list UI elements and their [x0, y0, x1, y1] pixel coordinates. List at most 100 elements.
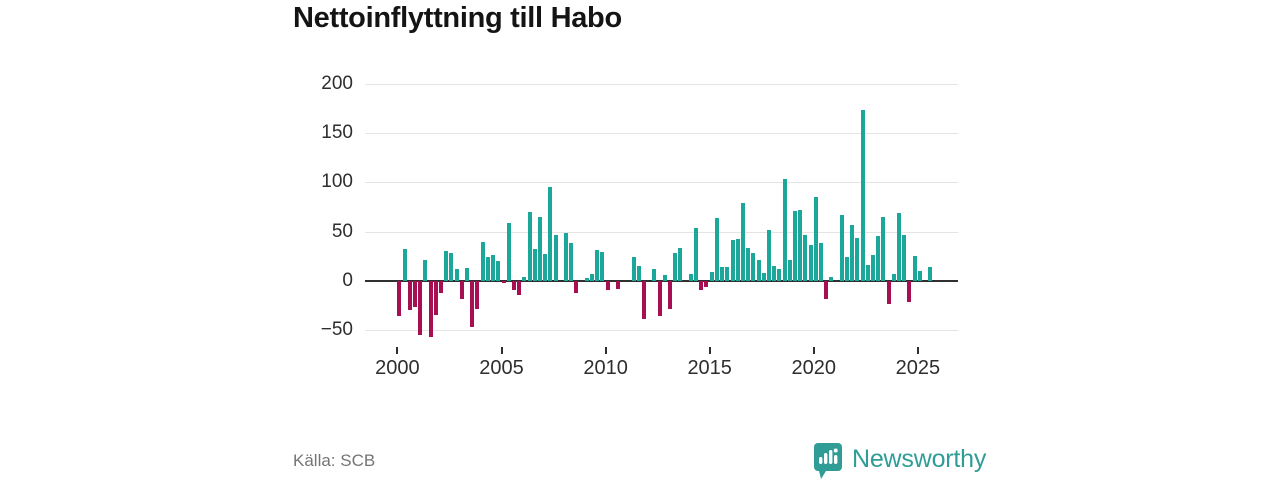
bar-q30	[553, 234, 558, 281]
bar-q86	[845, 257, 850, 281]
bar-q1	[402, 249, 407, 281]
bar-q65	[735, 239, 740, 281]
bar-q21	[506, 222, 511, 281]
bar-q97	[902, 234, 907, 281]
gridline	[365, 182, 958, 184]
y-tick-label: 150	[321, 122, 353, 144]
bar-q45	[631, 257, 636, 281]
x-tick	[916, 347, 919, 354]
bar-q36	[584, 277, 589, 281]
y-tick-label: 0	[342, 269, 353, 291]
x-tick	[812, 347, 815, 354]
x-tick	[396, 347, 399, 354]
bar-q83	[829, 276, 834, 281]
bar-q64	[730, 240, 735, 281]
bar-q87	[850, 224, 855, 281]
bar-q13	[465, 268, 470, 281]
bar-q70	[761, 272, 766, 281]
x-tick	[604, 347, 607, 354]
bar-q74	[782, 179, 787, 281]
bar-q93	[881, 216, 886, 281]
y-tick-label: −50	[320, 319, 353, 340]
bar-q51	[662, 274, 667, 281]
bar-q52	[668, 280, 673, 310]
bar-q80	[813, 197, 818, 281]
gridline	[365, 330, 958, 331]
source-note: Källa: SCB	[293, 451, 376, 470]
newsworthy-logo-icon	[814, 443, 842, 479]
bar-q9	[444, 251, 449, 281]
x-tick	[708, 347, 711, 354]
x-tick	[500, 347, 503, 354]
bar-q18	[491, 255, 496, 281]
bar-q72	[772, 266, 777, 281]
bar-q22	[511, 280, 516, 290]
bar-q26	[532, 249, 537, 281]
bar-q79	[808, 245, 813, 281]
bar-q73	[777, 268, 782, 281]
bar-q88	[855, 237, 860, 281]
bar-q100	[917, 270, 922, 281]
bar-q37	[589, 273, 594, 281]
bar-q7	[433, 280, 438, 316]
bar-q75	[787, 260, 792, 281]
bar-q24	[522, 276, 527, 281]
bar-q49	[652, 268, 657, 281]
bar-q8	[439, 280, 444, 293]
bar-q96	[897, 212, 902, 281]
bar-q50	[657, 280, 662, 317]
bar-q40	[605, 280, 610, 290]
bar-q76	[792, 210, 797, 281]
gridline	[365, 133, 958, 135]
newsworthy-logo[interactable]: Newsworthy	[812, 441, 986, 481]
y-tick-label: 50	[331, 220, 353, 242]
bar-q95	[891, 273, 896, 281]
bar-q61	[714, 217, 719, 281]
bar-q42	[616, 280, 620, 289]
bar-q60	[709, 271, 714, 281]
bar-q47	[642, 280, 647, 320]
bar-q54	[678, 248, 683, 281]
bar-q39	[600, 252, 605, 281]
bar-q98	[907, 280, 912, 303]
bar-q92	[876, 235, 881, 281]
bar-q56	[688, 273, 693, 281]
bar-q91	[871, 255, 876, 281]
bar-q63	[725, 267, 730, 281]
bar-q53	[673, 253, 678, 281]
bar-q90	[865, 265, 870, 281]
bar-q69	[756, 260, 761, 281]
bar-q102	[928, 267, 933, 281]
bar-q33	[569, 243, 574, 281]
bar-q85	[839, 214, 844, 281]
x-tick-label: 2010	[583, 357, 628, 379]
bar-q29	[548, 187, 553, 281]
bar-q81	[819, 243, 823, 281]
y-tick-label: 200	[321, 73, 353, 94]
bar-q89	[860, 109, 865, 281]
x-tick-label: 2025	[895, 357, 941, 379]
x-tick-label: 2015	[687, 357, 732, 379]
bar-q19	[496, 261, 501, 281]
gridline	[365, 84, 958, 85]
bar-q67	[746, 248, 751, 281]
bar-q11	[454, 268, 459, 281]
bar-q28	[543, 254, 548, 281]
bar-q20	[501, 280, 506, 283]
x-tick-label: 2000	[375, 357, 420, 379]
gridline	[365, 231, 958, 233]
bar-q12	[459, 280, 464, 299]
bar-q57	[694, 227, 699, 281]
bar-q58	[699, 280, 704, 290]
bar-q4	[418, 280, 423, 335]
x-tick-label: 2005	[479, 357, 524, 379]
bar-q94	[886, 280, 891, 305]
bar-q78	[803, 234, 808, 281]
bar-q77	[798, 209, 803, 281]
bar-q25	[527, 211, 532, 281]
bar-q5	[423, 260, 428, 281]
bar-q38	[595, 250, 600, 281]
bar-q16	[480, 242, 485, 281]
bar-q3	[413, 280, 417, 308]
